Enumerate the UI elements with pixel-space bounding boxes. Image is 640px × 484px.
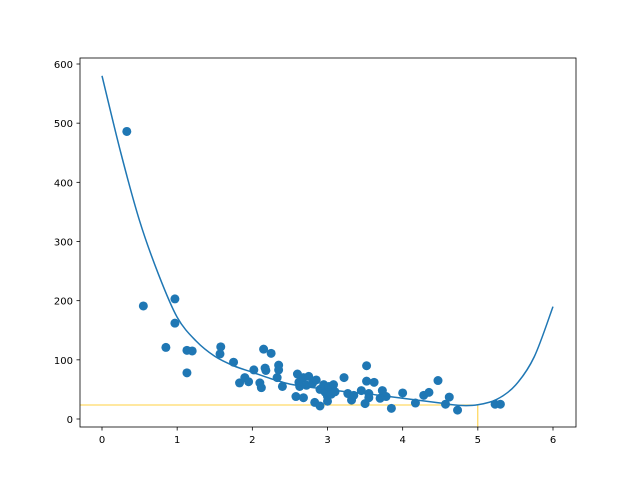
data-point	[182, 368, 192, 378]
x-tick-label: 6	[550, 435, 556, 446]
x-tick-label: 3	[324, 435, 330, 446]
y-tick-label: 200	[54, 297, 73, 308]
data-point	[298, 393, 308, 403]
y-tick-label: 0	[67, 415, 73, 426]
data-point	[495, 399, 505, 409]
y-tick-label: 100	[54, 356, 73, 367]
x-tick-label: 5	[475, 435, 481, 446]
data-point	[453, 405, 463, 415]
data-point	[329, 380, 339, 390]
data-point	[362, 376, 372, 386]
data-point	[362, 361, 372, 371]
fit-curve	[101, 75, 554, 407]
y-tick-label: 300	[54, 238, 73, 249]
data-point	[266, 348, 276, 358]
data-point	[259, 344, 269, 354]
data-point	[122, 126, 132, 136]
x-tick-label: 1	[174, 435, 180, 446]
data-point	[161, 342, 171, 352]
data-point	[187, 346, 197, 356]
data-point	[170, 318, 180, 328]
data-point	[323, 396, 332, 406]
data-point	[291, 392, 301, 402]
data-point	[369, 377, 379, 387]
data-point	[304, 371, 314, 381]
data-point	[261, 365, 271, 375]
y-tick-label: 500	[54, 119, 73, 130]
data-point	[244, 377, 254, 387]
data-point	[444, 392, 454, 402]
data-point	[274, 365, 284, 375]
data-point	[170, 294, 180, 304]
data-point	[277, 381, 287, 391]
y-tick-label: 400	[54, 178, 73, 189]
data-point	[339, 373, 349, 383]
x-tick-label: 0	[99, 435, 105, 446]
data-point	[138, 301, 148, 311]
y-tick-label: 600	[54, 60, 73, 71]
x-tick-label: 4	[399, 435, 405, 446]
data-point	[315, 401, 325, 411]
data-point	[256, 383, 266, 393]
data-point	[215, 349, 225, 359]
data-point	[330, 387, 340, 397]
data-point	[398, 388, 408, 398]
data-point	[216, 342, 226, 352]
data-point	[433, 376, 443, 386]
data-point	[424, 387, 434, 397]
data-point	[311, 375, 321, 385]
data-point	[386, 403, 396, 413]
axes-frame	[79, 57, 577, 428]
x-tick-label: 2	[249, 435, 255, 446]
